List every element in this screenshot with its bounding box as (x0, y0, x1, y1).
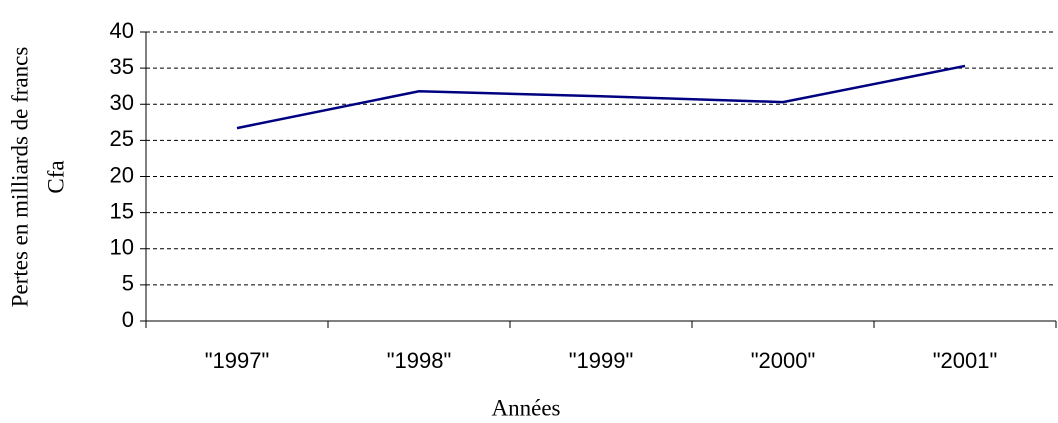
y-axis-title: Cfa (43, 160, 68, 193)
y-axis-title: Pertes en milliards de francs (7, 47, 32, 308)
y-tick-label: 25 (110, 126, 134, 151)
y-tick-label: 20 (110, 162, 134, 187)
y-tick-label: 0 (122, 307, 134, 332)
line (236, 64, 966, 130)
x-tick-label: "1997" (205, 348, 270, 373)
x-tick-label: "2000" (751, 348, 816, 373)
y-tick-label: 15 (110, 198, 134, 223)
y-tick-label: 5 (122, 271, 134, 296)
y-tick-label: 35 (110, 54, 134, 79)
y-tick-label: 30 (110, 90, 134, 115)
x-tick-label: "1998" (387, 348, 452, 373)
x-axis-title: Années (492, 395, 561, 420)
x-tick-label: "1999" (569, 348, 634, 373)
y-tick-label: 40 (110, 18, 134, 43)
y-tick-label: 10 (110, 235, 134, 260)
x-tick-label: "2001" (933, 348, 998, 373)
